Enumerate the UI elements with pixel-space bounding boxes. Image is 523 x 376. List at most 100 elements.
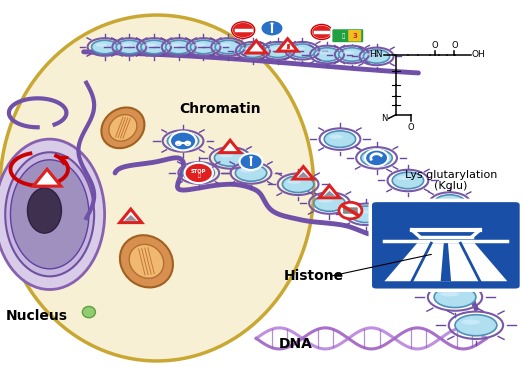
- Ellipse shape: [455, 232, 486, 249]
- Ellipse shape: [240, 168, 254, 173]
- Text: 行: 行: [342, 33, 345, 38]
- Ellipse shape: [183, 165, 214, 181]
- Ellipse shape: [190, 40, 217, 54]
- Circle shape: [240, 153, 263, 170]
- Ellipse shape: [120, 235, 173, 287]
- Ellipse shape: [293, 47, 305, 50]
- Ellipse shape: [282, 176, 314, 193]
- Polygon shape: [124, 215, 137, 221]
- Ellipse shape: [92, 40, 118, 54]
- Text: OH: OH: [472, 50, 485, 59]
- Ellipse shape: [214, 150, 246, 166]
- Ellipse shape: [392, 172, 424, 189]
- Circle shape: [249, 156, 253, 158]
- Ellipse shape: [366, 153, 380, 158]
- Ellipse shape: [455, 315, 497, 336]
- Ellipse shape: [0, 139, 105, 290]
- Polygon shape: [403, 202, 423, 215]
- Ellipse shape: [109, 115, 137, 141]
- Text: (Kglu): (Kglu): [434, 181, 468, 191]
- Ellipse shape: [314, 48, 340, 61]
- Polygon shape: [120, 209, 142, 223]
- Circle shape: [365, 150, 388, 166]
- Text: Histone: Histone: [284, 269, 344, 284]
- Ellipse shape: [287, 180, 301, 184]
- FancyBboxPatch shape: [370, 200, 521, 290]
- Ellipse shape: [244, 47, 256, 50]
- Ellipse shape: [172, 136, 186, 141]
- Circle shape: [339, 202, 362, 219]
- Ellipse shape: [314, 195, 345, 211]
- Polygon shape: [246, 41, 266, 53]
- Circle shape: [287, 48, 289, 49]
- Ellipse shape: [28, 188, 62, 233]
- Ellipse shape: [460, 236, 474, 240]
- Ellipse shape: [350, 206, 382, 223]
- Ellipse shape: [141, 40, 167, 54]
- FancyBboxPatch shape: [343, 207, 358, 214]
- Ellipse shape: [219, 43, 231, 47]
- Text: O: O: [452, 41, 458, 50]
- Ellipse shape: [318, 51, 329, 54]
- Polygon shape: [293, 167, 313, 179]
- Ellipse shape: [434, 287, 476, 308]
- Ellipse shape: [101, 108, 144, 148]
- Text: O: O: [431, 41, 438, 50]
- Polygon shape: [33, 169, 61, 186]
- Text: Chromatin: Chromatin: [179, 102, 260, 116]
- Ellipse shape: [289, 44, 315, 58]
- Polygon shape: [384, 211, 507, 243]
- Ellipse shape: [363, 50, 390, 63]
- Ellipse shape: [240, 44, 266, 58]
- Text: Nucleus: Nucleus: [6, 309, 67, 323]
- Ellipse shape: [367, 53, 379, 56]
- Ellipse shape: [5, 152, 94, 276]
- Ellipse shape: [434, 195, 465, 211]
- Text: O: O: [407, 123, 414, 132]
- Ellipse shape: [461, 320, 480, 325]
- Ellipse shape: [10, 160, 89, 269]
- Ellipse shape: [397, 176, 411, 180]
- Ellipse shape: [120, 43, 132, 47]
- Circle shape: [232, 22, 255, 38]
- Polygon shape: [320, 185, 339, 198]
- Text: Lys glutarylation: Lys glutarylation: [405, 170, 497, 180]
- Ellipse shape: [343, 51, 355, 54]
- Ellipse shape: [392, 206, 424, 223]
- Ellipse shape: [188, 168, 202, 173]
- Ellipse shape: [215, 40, 241, 54]
- Ellipse shape: [329, 135, 343, 139]
- Ellipse shape: [166, 40, 192, 54]
- Ellipse shape: [195, 43, 206, 47]
- Ellipse shape: [265, 44, 291, 58]
- Ellipse shape: [169, 43, 181, 47]
- Ellipse shape: [116, 40, 142, 54]
- Ellipse shape: [439, 199, 453, 203]
- Ellipse shape: [129, 244, 164, 278]
- Polygon shape: [440, 243, 451, 281]
- Text: STOP: STOP: [191, 169, 207, 174]
- Ellipse shape: [83, 306, 95, 318]
- Circle shape: [185, 163, 213, 183]
- Circle shape: [270, 23, 274, 25]
- Text: 3: 3: [353, 33, 357, 39]
- Ellipse shape: [95, 43, 107, 47]
- Polygon shape: [384, 243, 507, 281]
- Text: HN: HN: [369, 50, 383, 59]
- Ellipse shape: [440, 291, 459, 297]
- Polygon shape: [220, 140, 240, 153]
- Text: DNA: DNA: [279, 337, 312, 351]
- Ellipse shape: [324, 131, 356, 147]
- Circle shape: [170, 132, 196, 150]
- Circle shape: [311, 24, 332, 39]
- Ellipse shape: [361, 150, 392, 166]
- Text: N: N: [381, 114, 388, 123]
- Ellipse shape: [339, 48, 365, 61]
- Polygon shape: [278, 39, 298, 51]
- Ellipse shape: [167, 133, 199, 149]
- Circle shape: [260, 20, 283, 36]
- Ellipse shape: [397, 210, 411, 214]
- FancyBboxPatch shape: [348, 30, 361, 41]
- Text: 停: 停: [197, 173, 200, 178]
- Polygon shape: [298, 172, 309, 177]
